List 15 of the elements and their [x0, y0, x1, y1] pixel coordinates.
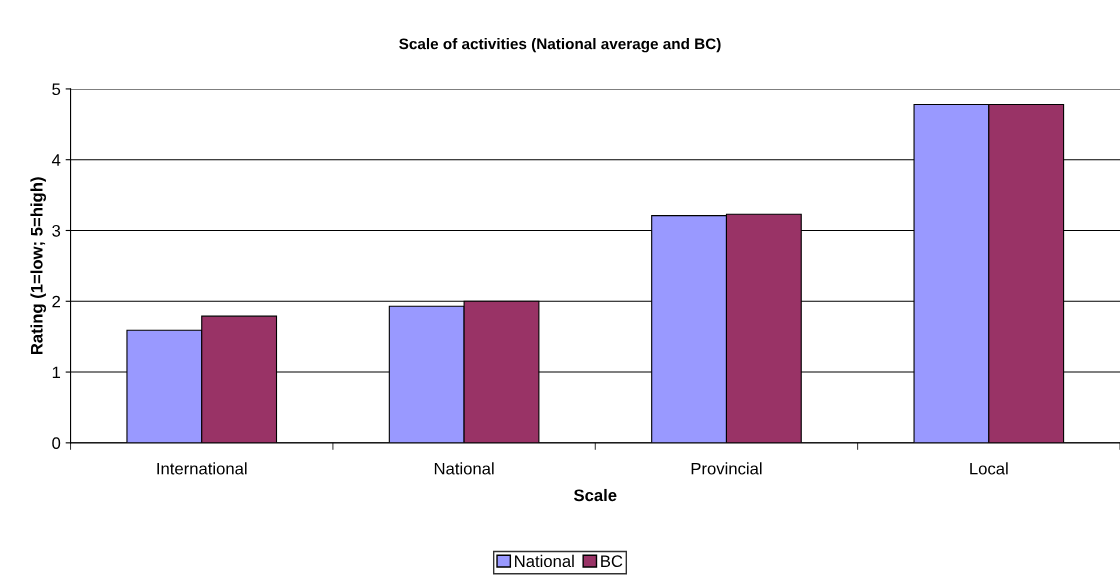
y-tick-label: 3 — [52, 224, 61, 237]
y-tick-label: 4 — [51, 154, 61, 166]
legend-label: BC — [601, 555, 623, 568]
x-tick-label: International — [157, 462, 247, 475]
x-tick-label: Local — [970, 462, 1008, 475]
y-tick-label: 1 — [52, 366, 61, 379]
x-tick-label: Provincial — [691, 462, 762, 475]
legend-label: National — [515, 554, 574, 568]
x-axis-title: Scale — [573, 488, 617, 502]
x-tick-label: National — [434, 462, 494, 475]
y-tick-label: 2 — [52, 295, 60, 308]
y-tick-label: 5 — [52, 83, 61, 96]
y-tick-label: 0 — [52, 437, 61, 450]
chart-title: Scale of activities (National average and BC) — [399, 38, 721, 53]
y-axis-title: Rating (1=low; 5=high) — [30, 177, 47, 355]
